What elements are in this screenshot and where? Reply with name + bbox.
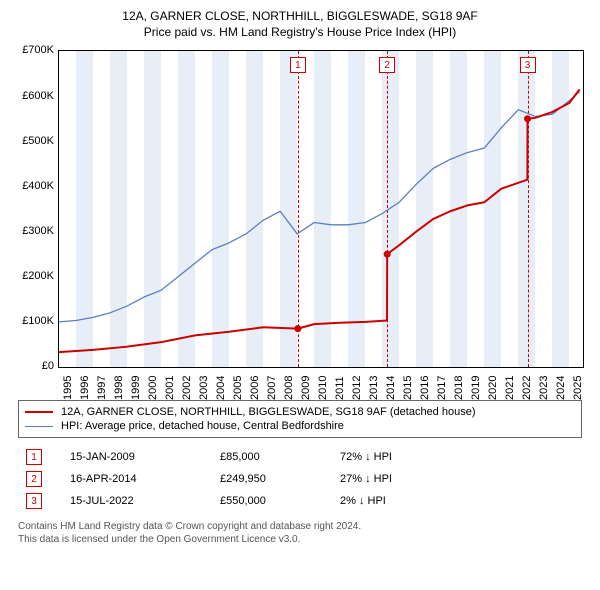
footnote: Contains HM Land Registry data © Crown c… [18, 520, 582, 546]
x-tick-label: 2006 [249, 376, 261, 400]
series-svg [59, 51, 583, 367]
event-badge: 3 [26, 493, 42, 509]
event-delta: 2% ↓ HPI [340, 495, 460, 507]
y-tick-label: £400K [22, 180, 54, 192]
x-tick-label: 2012 [351, 376, 363, 400]
event-date: 16-APR-2014 [42, 473, 220, 485]
y-tick-label: £700K [22, 44, 54, 56]
x-tick-label: 1995 [62, 376, 74, 400]
y-tick-label: £0 [42, 360, 54, 372]
x-tick-label: 1996 [79, 376, 91, 400]
x-tick-label: 2025 [572, 376, 584, 400]
x-tick-label: 2007 [266, 376, 278, 400]
x-tick-label: 2005 [232, 376, 244, 400]
x-tick-label: 1998 [113, 376, 125, 400]
page: 12A, GARNER CLOSE, NORTHHILL, BIGGLESWAD… [0, 0, 600, 590]
event-price: £550,000 [220, 495, 340, 507]
event-date: 15-JAN-2009 [42, 451, 220, 463]
x-tick-label: 2021 [504, 376, 516, 400]
y-tick-label: £200K [22, 270, 54, 282]
plot-area: 123 [58, 50, 584, 368]
legend-swatch [25, 426, 53, 427]
x-tick-label: 2024 [555, 376, 567, 400]
legend-label: HPI: Average price, detached house, Cent… [61, 420, 344, 432]
x-tick-label: 2003 [198, 376, 210, 400]
x-tick-label: 2001 [164, 376, 176, 400]
y-tick-label: £100K [22, 315, 54, 327]
event-delta: 27% ↓ HPI [340, 473, 460, 485]
legend-swatch [25, 411, 53, 413]
footnote-line: Contains HM Land Registry data © Crown c… [18, 520, 582, 533]
x-tick-label: 2019 [470, 376, 482, 400]
x-tick-label: 2010 [317, 376, 329, 400]
x-tick-label: 2023 [538, 376, 550, 400]
y-tick-label: £300K [22, 225, 54, 237]
event-price: £85,000 [220, 451, 340, 463]
x-tick-label: 1999 [130, 376, 142, 400]
legend-item: 12A, GARNER CLOSE, NORTHHILL, BIGGLESWAD… [25, 405, 575, 419]
x-tick-label: 2014 [385, 376, 397, 400]
y-tick-label: £500K [22, 135, 54, 147]
event-delta: 72% ↓ HPI [340, 451, 460, 463]
y-tick-label: £600K [22, 90, 54, 102]
event-row: 315-JUL-2022£550,0002% ↓ HPI [18, 490, 582, 512]
title-line1: 12A, GARNER CLOSE, NORTHHILL, BIGGLESWAD… [10, 8, 590, 24]
x-tick-label: 2009 [300, 376, 312, 400]
event-row: 115-JAN-2009£85,00072% ↓ HPI [18, 446, 582, 468]
event-price: £249,950 [220, 473, 340, 485]
x-tick-label: 2018 [453, 376, 465, 400]
x-tick-label: 2008 [283, 376, 295, 400]
event-badge: 1 [26, 449, 42, 465]
event-row: 216-APR-2014£249,95027% ↓ HPI [18, 468, 582, 490]
x-tick-label: 2015 [402, 376, 414, 400]
x-tick-label: 2013 [368, 376, 380, 400]
events-table: 115-JAN-2009£85,00072% ↓ HPI216-APR-2014… [18, 446, 582, 512]
chart: 123 £0 £100K £200K £300K £400K £500K £600K £700… [12, 46, 588, 396]
x-tick-label: 2004 [215, 376, 227, 400]
x-tick-label: 2011 [334, 377, 346, 401]
title-line2: Price paid vs. HM Land Registry's House … [10, 24, 590, 40]
legend-label: 12A, GARNER CLOSE, NORTHHILL, BIGGLESWAD… [61, 406, 476, 418]
x-tick-label: 2002 [181, 376, 193, 400]
x-tick-label: 2020 [487, 376, 499, 400]
x-tick-label: 2022 [521, 376, 533, 400]
footnote-line: This data is licensed under the Open Gov… [18, 533, 582, 546]
legend-item: HPI: Average price, detached house, Cent… [25, 419, 575, 433]
event-date: 15-JUL-2022 [42, 495, 220, 507]
x-tick-label: 1997 [96, 376, 108, 400]
x-tick-label: 2017 [436, 376, 448, 400]
legend: 12A, GARNER CLOSE, NORTHHILL, BIGGLESWAD… [18, 400, 582, 438]
x-tick-label: 2000 [147, 376, 159, 400]
x-tick-label: 2016 [419, 376, 431, 400]
chart-title: 12A, GARNER CLOSE, NORTHHILL, BIGGLESWAD… [10, 8, 590, 40]
event-badge: 2 [26, 471, 42, 487]
